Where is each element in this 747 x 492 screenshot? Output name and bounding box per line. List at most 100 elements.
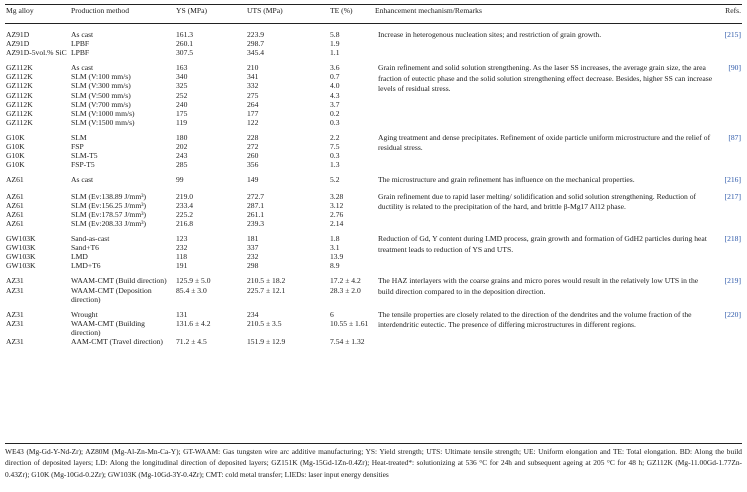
cell-uts: 298 <box>247 261 259 271</box>
cell-ys: 233.4 <box>176 200 194 210</box>
cell-ys: 180 <box>176 132 188 142</box>
table-row: G10K FSP-T5 285 356 1.3 <box>5 160 742 169</box>
table-row: GZ112K SLM (V:700 mm/s) 240 264 3.7 <box>5 100 742 109</box>
cell-production-method: Sand+T6 <box>71 243 99 253</box>
cell-ys: 202 <box>176 142 188 152</box>
reference-link[interactable]: [218] <box>724 234 741 244</box>
cell-te: 4.0 <box>330 81 340 91</box>
cell-production-method: Sand-as-cast <box>71 234 110 244</box>
cell-te: 5.2 <box>330 175 340 185</box>
cell-uts: 272.7 <box>247 191 265 201</box>
cell-ys: 131 <box>176 309 188 319</box>
cell-production-method: SLM (Ev:208.33 J/mm³) <box>71 219 147 228</box>
cell-remark: Increase in heterogenous nucleation site… <box>378 30 602 39</box>
cell-production-method: SLM (Ev:138.89 J/mm³) <box>71 191 147 201</box>
cell-mg-alloy: AZ31 <box>6 337 24 347</box>
cell-ys: 123 <box>176 234 188 244</box>
cell-mg-alloy: GZ112K <box>6 72 33 82</box>
cell-production-method: SLM (Ev:156.25 J/mm³) <box>71 200 147 210</box>
table-row: AZ61 SLM (Ev:178.57 J/mm³) 225.2 261.1 2.76 <box>5 210 742 219</box>
cell-te: 2.76 <box>330 209 344 219</box>
cell-mg-alloy: AZ31 <box>6 318 24 328</box>
cell-production-method: As cast <box>71 63 94 73</box>
table-row: GW103K Sand+T6 232 337 3.1 <box>5 243 742 252</box>
table-bottom-rule <box>5 443 742 444</box>
table-row: GW103K Sand-as-cast 123 181 1.8 Reduction of … <box>5 234 742 253</box>
header-te: TE (%) <box>330 6 353 15</box>
cell-production-method: Wrought <box>71 309 98 319</box>
cell-te: 1.8 <box>330 234 340 244</box>
cell-te: 1.9 <box>330 39 340 49</box>
reference-link[interactable]: [220] <box>724 309 741 319</box>
table-row: GZ112K SLM (V:100 mm/s) 340 341 0.7 <box>5 72 742 81</box>
cell-mg-alloy: AZ31 <box>6 285 24 295</box>
cell-mg-alloy: G10K <box>6 142 25 152</box>
cell-production-method: SLM (V:500 mm/s) <box>71 90 131 100</box>
reference-link[interactable]: [90] <box>728 63 741 73</box>
table-row: GZ112K SLM (V:500 mm/s) 252 275 4.3 <box>5 91 742 100</box>
reference-link[interactable]: [217] <box>724 191 741 201</box>
cell-production-method: WAAM-CMT (Build direction) <box>71 276 167 286</box>
table-row: AZ31 WAAM-CMT (Building direction) 131.6 ±… <box>5 319 742 337</box>
cell-mg-alloy: GW103K <box>6 261 36 271</box>
cell-ys: 161.3 <box>176 30 194 39</box>
mg-alloy-properties-table: Mg alloy Production method YS (MPa) UTS … <box>5 4 742 346</box>
cell-ys: 260.1 <box>176 39 194 49</box>
header-ys: YS (MPa) <box>176 6 208 15</box>
cell-uts: 239.3 <box>247 219 265 228</box>
reference-link[interactable]: [215] <box>724 30 741 39</box>
cell-production-method: SLM (V:700 mm/s) <box>71 99 131 109</box>
cell-production-method: SLM (V:1500 mm/s) <box>71 117 135 127</box>
cell-mg-alloy: AZ91D <box>6 30 30 39</box>
cell-uts: 232 <box>247 252 259 262</box>
cell-production-method: SLM (V:1000 mm/s) <box>71 108 135 118</box>
cell-production-method: SLM-T5 <box>71 151 98 161</box>
cell-ys: 340 <box>176 72 188 82</box>
cell-mg-alloy: AZ61 <box>6 191 24 201</box>
cell-ys: 240 <box>176 99 188 109</box>
cell-ys: 191 <box>176 261 188 271</box>
cell-uts: 177 <box>247 108 259 118</box>
cell-production-method: As cast <box>71 30 94 39</box>
cell-uts: 298.7 <box>247 39 265 49</box>
cell-mg-alloy: GZ112K <box>6 81 33 91</box>
header-refs: Refs. <box>725 6 741 15</box>
cell-production-method: SLM (Ev:178.57 J/mm³) <box>71 209 147 219</box>
cell-te: 3.6 <box>330 63 340 73</box>
cell-te: 7.54 ± 1.32 <box>330 337 365 347</box>
cell-mg-alloy: GZ112K <box>6 117 33 127</box>
table-row: GZ112K SLM (V:1500 mm/s) 119 122 0.3 <box>5 118 742 127</box>
cell-mg-alloy: GW103K <box>6 234 36 244</box>
cell-remark: The tensile properties are closely relat… <box>378 309 692 330</box>
cell-uts: 356 <box>247 160 259 170</box>
cell-ys: 125.9 ± 5.0 <box>176 276 211 286</box>
cell-te: 1.1 <box>330 48 340 58</box>
table-row: G10K SLM 180 228 2.2 Aging treatment and dens… <box>5 132 742 152</box>
cell-te: 5.8 <box>330 30 340 39</box>
cell-uts: 181 <box>247 234 259 244</box>
cell-ys: 219.0 <box>176 191 194 201</box>
cell-ys: 216.8 <box>176 219 194 228</box>
cell-remark: Grain refinement due to rapid laser melt… <box>378 191 697 212</box>
cell-uts: 287.1 <box>247 200 265 210</box>
cell-te: 10.55 ± 1.61 <box>330 318 369 328</box>
cell-uts: 122 <box>247 117 259 127</box>
cell-mg-alloy: AZ31 <box>6 276 24 286</box>
cell-te: 3.28 <box>330 191 344 201</box>
cell-remark: The microstructure and grain refinement … <box>378 175 635 185</box>
cell-ys: 243 <box>176 151 188 161</box>
header-mg-alloy: Mg alloy <box>6 6 34 15</box>
cell-uts: 234 <box>247 309 259 319</box>
cell-ys: 175 <box>176 108 188 118</box>
cell-te: 2.2 <box>330 132 340 142</box>
table-row: AZ61 As cast 99 149 5.2 The microstructure an… <box>5 175 742 185</box>
cell-production-method: SLM (V:300 mm/s) <box>71 81 131 91</box>
cell-ys: 325 <box>176 81 188 91</box>
cell-uts: 228 <box>247 132 259 142</box>
reference-link[interactable]: [87] <box>728 132 741 142</box>
reference-link[interactable]: [216] <box>724 175 741 185</box>
reference-link[interactable]: [219] <box>724 276 741 286</box>
cell-production-method: AAM-CMT (Travel direction) <box>71 337 163 347</box>
table-row: AZ91D-5vol.% SiC LPBF 307.5 345.4 1.1 <box>5 48 742 57</box>
cell-mg-alloy: GZ112K <box>6 99 33 109</box>
